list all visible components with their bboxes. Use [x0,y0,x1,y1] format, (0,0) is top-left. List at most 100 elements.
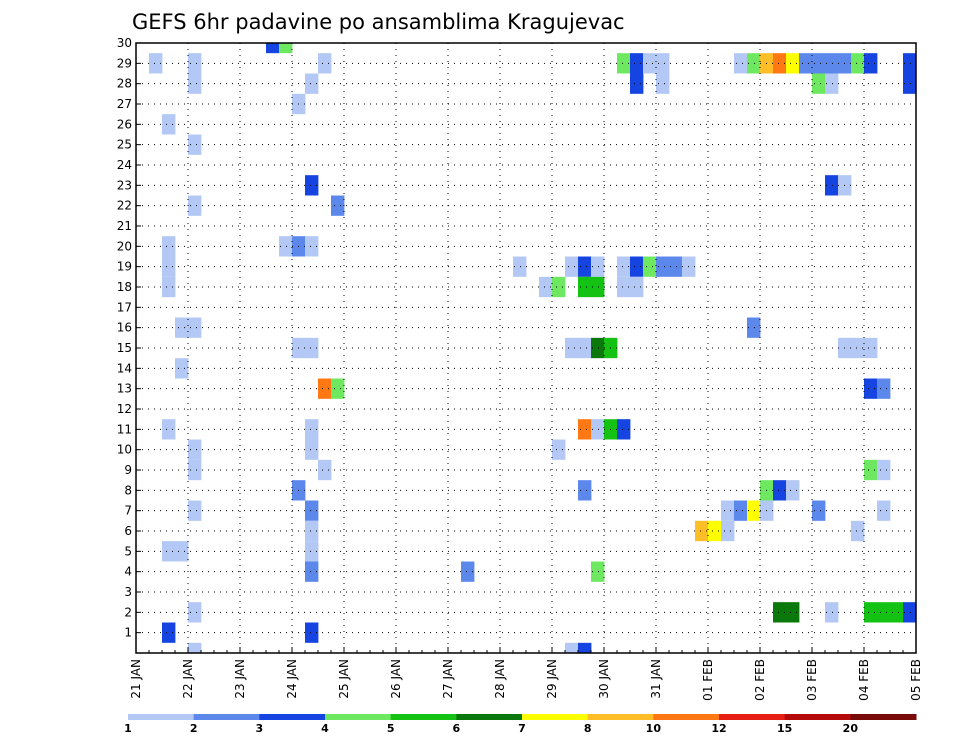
precip-cell [539,276,553,298]
precip-cell [617,256,631,277]
y-tick-label: 6 [124,524,132,538]
precip-cell [578,642,592,653]
y-tick-label: 3 [124,585,132,599]
x-tick-label: 30 JAN [597,659,611,699]
precip-cell [305,419,319,440]
x-tick-label: 31 JAN [649,659,663,699]
precip-cell [721,500,735,521]
y-tick-label: 25 [117,138,132,152]
precip-cell [188,317,202,338]
precip-cell [175,317,189,338]
y-tick-label: 15 [117,341,132,355]
precip-cell [903,53,917,74]
legend-swatch [587,714,654,720]
precip-cell [630,73,644,94]
legend-label: 8 [584,722,592,735]
legend-label: 5 [387,722,395,735]
precip-cell [591,337,605,359]
precip-cell [149,53,163,74]
legend-label: 10 [646,722,662,735]
precip-cell [318,53,332,74]
precip-cell [617,419,631,440]
precip-cell [162,236,176,257]
legend-label: 1 [124,722,132,735]
precip-cell [669,256,683,277]
legend-swatch [522,714,589,720]
precip-cell [617,276,631,298]
precip-cell [812,500,826,521]
precip-cell [188,439,202,460]
y-tick-label: 14 [117,361,132,375]
y-tick-label: 11 [117,422,132,436]
precip-cell [188,642,202,653]
precip-cell [773,602,787,623]
legend-swatch [193,714,260,720]
precip-cell [747,500,761,521]
y-tick-label: 29 [117,56,132,70]
precip-cell [825,175,839,196]
legend-label: 7 [518,722,526,735]
precip-cell [591,419,605,440]
precip-cell [305,175,319,196]
y-tick-label: 23 [117,178,132,192]
precip-cell [565,256,579,277]
precip-cell [188,73,202,94]
x-tick-label: 26 JAN [389,659,403,699]
precip-cell [188,53,202,74]
precip-cell [565,642,579,653]
y-tick-label: 5 [124,544,132,558]
y-tick-label: 24 [117,158,132,172]
precip-cell [877,459,891,481]
y-tick-label: 9 [124,463,132,477]
precip-cell [877,602,891,623]
y-tick-label: 8 [124,483,132,497]
precip-cell [266,43,280,54]
precip-cell [708,520,722,542]
y-tick-label: 7 [124,504,132,518]
legend-swatch [325,714,392,720]
legend-label: 4 [321,722,329,735]
precip-cell [305,520,319,542]
x-tick-label: 03 FEB [805,659,819,701]
y-tick-label: 2 [124,605,132,619]
precip-cell [864,459,878,481]
precip-cell [175,541,189,562]
y-tick-label: 12 [117,402,132,416]
y-tick-label: 22 [117,199,132,213]
x-tick-label: 29 JAN [545,659,559,699]
precip-cell [812,53,826,74]
x-tick-label: 27 JAN [441,659,455,699]
precip-cell [188,500,202,521]
legend-swatch [456,714,523,720]
precip-cell [552,276,566,298]
precip-cell [591,561,605,582]
precip-cell [630,256,644,277]
legend-swatch [719,714,786,720]
x-tick-label: 25 JAN [337,659,351,699]
precip-cell [851,520,865,542]
precip-cell [188,602,202,623]
x-tick-label: 04 FEB [857,659,871,701]
precip-cell [305,541,319,562]
precip-cell [162,114,176,135]
y-tick-label: 28 [117,77,132,91]
precip-cell [305,561,319,582]
y-tick-label: 17 [117,300,132,314]
precip-cell [825,602,839,623]
x-tick-label: 02 FEB [753,659,767,701]
precip-cell [591,276,605,298]
y-tick-label: 27 [117,97,132,111]
precip-cell [565,337,579,359]
precip-cell [890,602,904,623]
precip-cell [877,500,891,521]
precip-cell [578,256,592,277]
precip-cell [162,622,176,643]
precip-cell [305,622,319,643]
legend-swatch [259,714,326,720]
precip-cell [318,378,332,399]
precip-cell [578,480,592,501]
precip-cell [578,276,592,298]
precip-cell [188,459,202,481]
x-tick-label: 22 JAN [181,659,195,699]
